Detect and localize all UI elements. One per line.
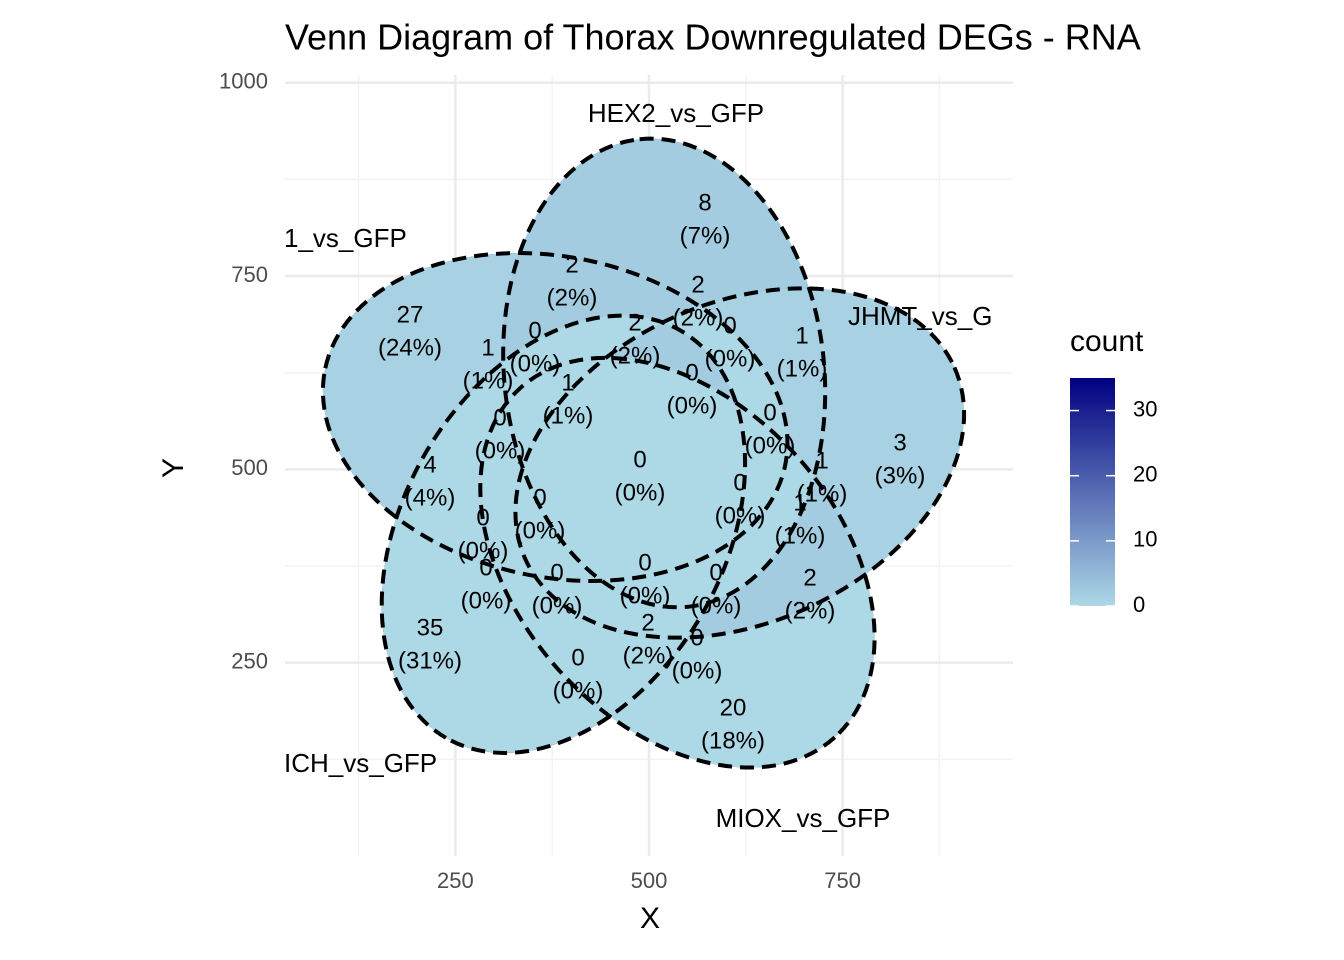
region-count: 0 xyxy=(723,312,736,339)
x-tick-label: 250 xyxy=(437,868,474,893)
legend-tick-label: 0 xyxy=(1133,592,1145,617)
x-tick-label: 500 xyxy=(631,868,668,893)
region-count: 1 xyxy=(795,322,808,349)
region-count: 2 xyxy=(803,564,816,591)
set-outline xyxy=(379,313,748,755)
set-outline xyxy=(320,251,790,583)
region-count: 0 xyxy=(638,549,651,576)
y-tick-label: 250 xyxy=(231,648,268,673)
region-percent: (1%) xyxy=(777,355,828,382)
region-percent: (7%) xyxy=(680,222,731,249)
region-percent: (1%) xyxy=(797,480,848,507)
region-count: 0 xyxy=(479,554,492,581)
region-percent: (0%) xyxy=(510,350,561,377)
region-percent: (1%) xyxy=(463,367,514,394)
region-count: 4 xyxy=(423,451,436,478)
region-count: 0 xyxy=(493,404,506,431)
region-count: 1 xyxy=(793,489,806,516)
region-percent: (18%) xyxy=(701,727,765,754)
region-count: 27 xyxy=(397,301,424,328)
region-percent: (0%) xyxy=(667,392,718,419)
legend-tick-label: 20 xyxy=(1133,462,1157,487)
set-labels: 1_vs_GFP HEX2_vs_GFP JHMT_vs_G MIOX_vs_GFP I… xyxy=(284,98,992,833)
region-count: 3 xyxy=(893,429,906,456)
region-count: 0 xyxy=(763,399,776,426)
y-tick-label: 1000 xyxy=(219,69,268,94)
y-axis-title: Y xyxy=(157,458,190,478)
region-count: 1 xyxy=(815,447,828,474)
region-count: 8 xyxy=(698,189,711,216)
region-percent: (1%) xyxy=(543,402,594,429)
region-percent: (0%) xyxy=(615,479,666,506)
region-percent: (1%) xyxy=(775,522,826,549)
region-count: 2 xyxy=(641,609,654,636)
x-axis-title: X xyxy=(640,902,660,935)
set-label: ICH_vs_GFP xyxy=(284,748,437,778)
region-percent: (0%) xyxy=(620,582,671,609)
region-percent: (31%) xyxy=(398,647,462,674)
region-count: 20 xyxy=(720,694,747,721)
region-count: 0 xyxy=(476,504,489,531)
chart-title: Venn Diagram of Thorax Downregulated DEG… xyxy=(285,17,1141,58)
region-percent: (0%) xyxy=(705,345,756,372)
region-percent: (2%) xyxy=(673,304,724,331)
region-count: 2 xyxy=(628,309,641,336)
legend-title: count xyxy=(1070,325,1144,358)
region-count: 0 xyxy=(709,559,722,586)
region-percent: (0%) xyxy=(715,502,766,529)
region-count: 1 xyxy=(561,369,574,396)
region-count: 0 xyxy=(690,624,703,651)
region-count: 0 xyxy=(685,359,698,386)
region-percent: (0%) xyxy=(745,432,796,459)
region-count: 0 xyxy=(733,469,746,496)
region-count: 1 xyxy=(481,334,494,361)
region-percent: (2%) xyxy=(547,284,598,311)
region-percent: (2%) xyxy=(623,642,674,669)
y-tick-label: 750 xyxy=(231,262,268,287)
region-percent: (0%) xyxy=(691,592,742,619)
set-outline xyxy=(478,355,877,770)
region-percent: (0%) xyxy=(461,587,512,614)
region-percent: (2%) xyxy=(610,342,661,369)
y-tick-label: 500 xyxy=(231,455,268,480)
region-count: 0 xyxy=(533,484,546,511)
set-label: HEX2_vs_GFP xyxy=(588,98,764,128)
region-percent: (3%) xyxy=(875,462,926,489)
region-percent: (0%) xyxy=(515,517,566,544)
region-count: 35 xyxy=(417,614,444,641)
set-label: JHMT_vs_G xyxy=(848,301,992,331)
set-outline xyxy=(513,286,967,640)
x-tick-label: 750 xyxy=(824,868,861,893)
region-count: 0 xyxy=(550,559,563,586)
region-percent: (0%) xyxy=(458,537,509,564)
set-label: 1_vs_GFP xyxy=(284,223,407,253)
region-count: 2 xyxy=(565,251,578,278)
legend-tick-label: 30 xyxy=(1133,396,1157,421)
region-count: 0 xyxy=(571,644,584,671)
region-percent: (0%) xyxy=(553,677,604,704)
region-count: 0 xyxy=(633,446,646,473)
legend-tick-label: 10 xyxy=(1133,527,1157,552)
region-percent: (0%) xyxy=(475,437,526,464)
set-label: MIOX_vs_GFP xyxy=(716,803,891,833)
region-percent: (0%) xyxy=(672,657,723,684)
region-count: 2 xyxy=(691,271,704,298)
region-percent: (2%) xyxy=(785,597,836,624)
region-percent: (4%) xyxy=(405,484,456,511)
region-percent: (0%) xyxy=(532,592,583,619)
region-percent: (24%) xyxy=(378,334,442,361)
set-outline xyxy=(501,136,828,610)
region-count: 0 xyxy=(528,317,541,344)
legend-colorbar xyxy=(1070,378,1115,606)
